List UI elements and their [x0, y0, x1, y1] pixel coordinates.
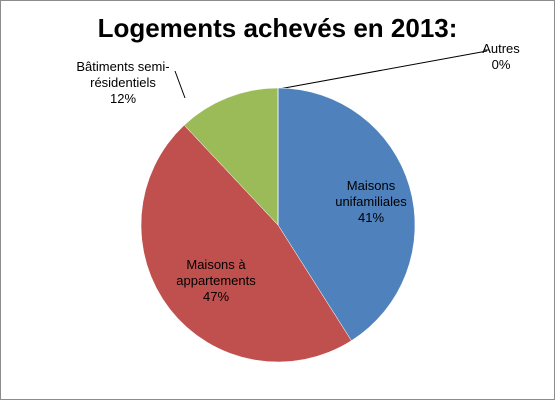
data-label: Bâtiments semi-résidentiels 12%: [63, 59, 183, 107]
label-name: Bâtiments semi-résidentiels: [76, 59, 170, 90]
label-value: 0%: [491, 57, 511, 72]
leader-line: [174, 70, 186, 99]
label-value: 47%: [202, 289, 230, 304]
label-value: 41%: [357, 210, 385, 225]
label-value: 12%: [109, 91, 137, 106]
leader-line: [278, 50, 488, 90]
data-label: Autres 0%: [471, 41, 531, 73]
pie-slice: [183, 87, 279, 226]
pie-slice: [140, 124, 352, 363]
label-name: Maisons à appartements: [176, 257, 256, 288]
label-name: Maisons unifamiliales: [335, 178, 407, 209]
data-label: Maisons unifamiliales 41%: [311, 178, 431, 226]
label-name: Autres: [482, 41, 520, 56]
data-label: Maisons à appartements 47%: [151, 257, 281, 305]
pie-slice: [277, 87, 416, 342]
chart-title: Logements achevés en 2013:: [97, 13, 458, 43]
